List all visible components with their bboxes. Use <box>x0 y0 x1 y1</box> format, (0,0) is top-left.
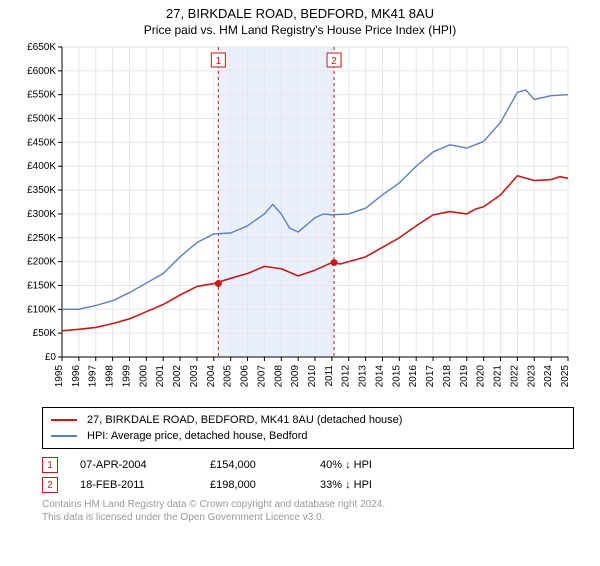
svg-text:2001: 2001 <box>155 365 166 388</box>
marker-number: 1 <box>47 460 53 471</box>
svg-text:£500K: £500K <box>27 114 56 125</box>
svg-text:2024: 2024 <box>543 365 554 388</box>
svg-text:2017: 2017 <box>425 365 436 388</box>
svg-text:£550K: £550K <box>27 90 56 101</box>
marker-badge: 1 <box>42 457 58 473</box>
svg-text:2003: 2003 <box>189 365 200 388</box>
legend-label: 27, BIRKDALE ROAD, BEDFORD, MK41 8AU (de… <box>87 414 402 426</box>
footer: Contains HM Land Registry data © Crown c… <box>42 499 574 524</box>
svg-text:1997: 1997 <box>88 365 99 388</box>
svg-text:£150K: £150K <box>27 280 56 291</box>
svg-text:2009: 2009 <box>290 365 301 388</box>
svg-text:£0: £0 <box>45 352 57 363</box>
svg-text:£350K: £350K <box>27 185 56 196</box>
svg-text:2011: 2011 <box>324 365 335 387</box>
marker-delta: 33% ↓ HPI <box>320 479 372 491</box>
page-title: 27, BIRKDALE ROAD, BEDFORD, MK41 8AU <box>0 6 600 21</box>
svg-text:£100K: £100K <box>27 304 56 315</box>
svg-text:2023: 2023 <box>526 365 537 388</box>
legend-swatch <box>51 419 77 421</box>
svg-text:2002: 2002 <box>172 365 183 388</box>
svg-text:1995: 1995 <box>54 365 65 388</box>
svg-text:£650K: £650K <box>27 42 56 53</box>
legend-swatch <box>51 435 77 437</box>
chart-svg: 1 2 £0 £50K £100K £150K £200K £250K £300K £350K £4… <box>20 41 580 401</box>
marker-date: 18-FEB-2011 <box>80 479 210 491</box>
svg-text:£200K: £200K <box>27 257 56 268</box>
marker-price: £198,000 <box>210 479 320 491</box>
marker-date: 07-APR-2004 <box>80 459 210 471</box>
markers-table: 1 07-APR-2004 £154,000 40% ↓ HPI 2 18-FE… <box>42 455 574 495</box>
legend-item: 27, BIRKDALE ROAD, BEDFORD, MK41 8AU (de… <box>51 412 565 428</box>
svg-text:1998: 1998 <box>105 365 116 388</box>
marker-badge: 2 <box>42 477 58 493</box>
svg-text:2004: 2004 <box>206 365 217 388</box>
svg-text:£50K: £50K <box>33 328 57 339</box>
svg-text:£300K: £300K <box>27 209 56 220</box>
svg-text:1996: 1996 <box>71 365 82 388</box>
svg-text:£600K: £600K <box>27 66 56 77</box>
page-subtitle: Price paid vs. HM Land Registry's House … <box>0 23 600 37</box>
svg-text:2000: 2000 <box>138 365 149 388</box>
footer-line: Contains HM Land Registry data © Crown c… <box>42 499 574 512</box>
svg-text:£450K: £450K <box>27 137 56 148</box>
marker-delta: 40% ↓ HPI <box>320 459 372 471</box>
legend-item: HPI: Average price, detached house, Bedf… <box>51 428 565 444</box>
svg-text:2022: 2022 <box>509 365 520 388</box>
svg-text:2005: 2005 <box>223 365 234 388</box>
svg-text:2010: 2010 <box>307 365 318 388</box>
svg-text:2021: 2021 <box>493 365 504 388</box>
svg-text:2008: 2008 <box>273 365 284 388</box>
svg-text:2020: 2020 <box>476 365 487 388</box>
svg-text:2014: 2014 <box>374 365 385 388</box>
marker-row: 2 18-FEB-2011 £198,000 33% ↓ HPI <box>42 475 574 495</box>
footer-line: This data is licensed under the Open Gov… <box>42 512 574 525</box>
svg-text:2025: 2025 <box>560 365 571 388</box>
svg-text:2012: 2012 <box>341 365 352 388</box>
price-chart: 1 2 £0 £50K £100K £150K £200K £250K £300K £350K £4… <box>20 41 580 401</box>
svg-text:2007: 2007 <box>256 365 267 388</box>
marker-price: £154,000 <box>210 459 320 471</box>
svg-text:1999: 1999 <box>121 365 132 388</box>
svg-text:2019: 2019 <box>459 365 470 388</box>
svg-text:2006: 2006 <box>240 365 251 388</box>
svg-text:2: 2 <box>331 56 337 67</box>
legend-label: HPI: Average price, detached house, Bedf… <box>87 430 308 442</box>
svg-text:2013: 2013 <box>358 365 369 388</box>
svg-text:1: 1 <box>216 56 222 67</box>
svg-text:£400K: £400K <box>27 161 56 172</box>
legend: 27, BIRKDALE ROAD, BEDFORD, MK41 8AU (de… <box>42 407 574 449</box>
svg-text:£250K: £250K <box>27 233 56 244</box>
svg-text:2015: 2015 <box>391 365 402 388</box>
svg-text:2018: 2018 <box>442 365 453 388</box>
svg-text:2016: 2016 <box>408 365 419 388</box>
marker-row: 1 07-APR-2004 £154,000 40% ↓ HPI <box>42 455 574 475</box>
marker-number: 2 <box>47 480 53 491</box>
